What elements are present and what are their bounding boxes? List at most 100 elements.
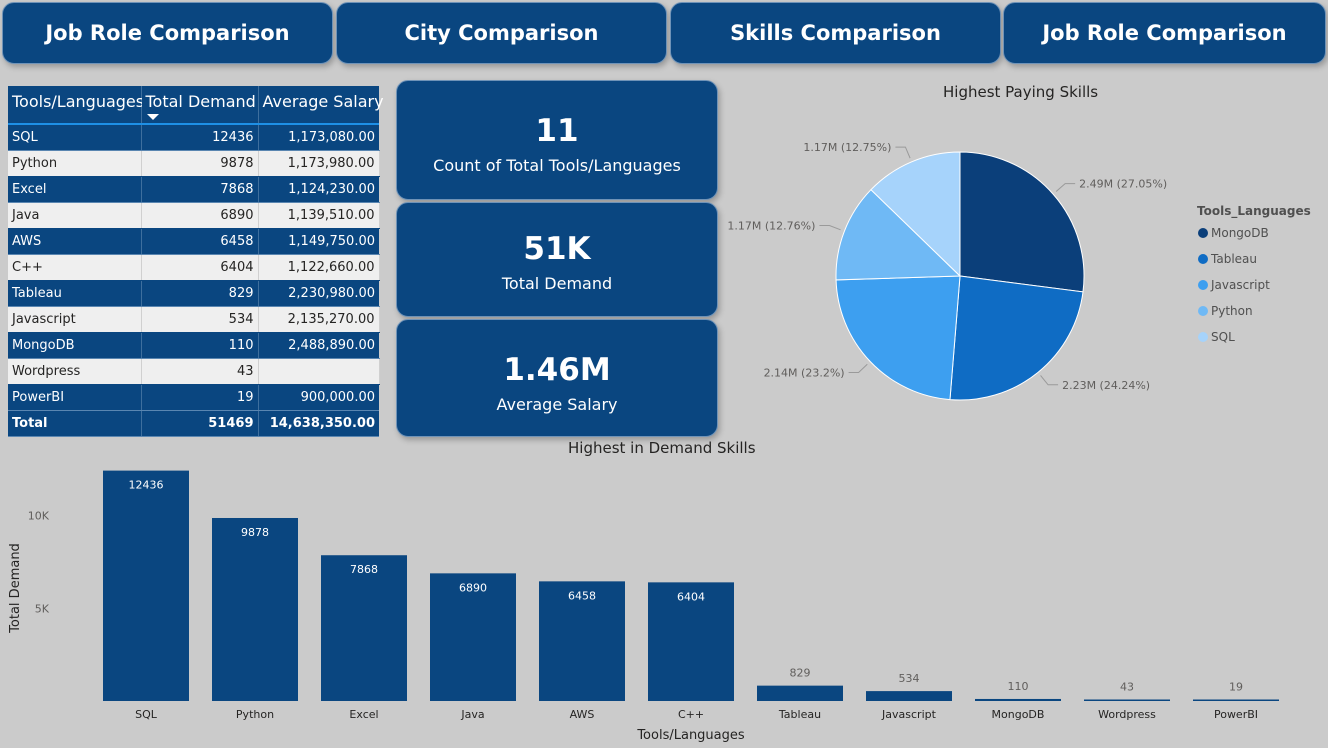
nav-job-role-comparison-button-2[interactable]: Job Role Comparison [1003,2,1326,64]
pie-slice-tableau[interactable] [949,275,1084,401]
cell-demand: 7868 [141,176,259,203]
cell-demand: 19 [141,384,259,411]
column-header-tools[interactable]: Tools/Languages [8,86,144,125]
cell-tool: PowerBI [8,384,142,411]
cell-salary: 1,173,980.00 [258,150,380,177]
kpi-count-label: Count of Total Tools/Languages [433,156,681,175]
cell-demand: 110 [141,332,259,359]
bar-data-label: 6404 [677,590,705,603]
table-row[interactable]: Java 6890 1,139,510.00 [8,202,380,229]
legend-dot-icon [1198,332,1208,342]
cell-total-salary: 14,638,350.00 [258,410,379,437]
bar-data-label: 12436 [129,479,164,492]
cell-salary: 2,230,980.00 [258,280,379,307]
legend-label: Javascript [1211,278,1270,292]
y-tick-label: 10K [28,510,50,523]
cell-demand: 6890 [141,202,259,229]
pie-slice-sql[interactable] [870,151,961,278]
cell-salary [258,358,380,385]
kpi-salary-value: 1.46M [503,352,611,388]
x-tick-label: Java [460,708,484,721]
nav-job-role-comparison-button[interactable]: Job Role Comparison [2,2,333,64]
pie-leader-line [895,146,911,159]
bar-data-label: 829 [790,667,811,680]
x-tick-label: Tableau [778,708,821,721]
table-row[interactable]: Javascript 534 2,135,270.00 [8,306,380,333]
bar-excel[interactable] [321,555,407,701]
x-tick-label: MongoDB [992,708,1045,721]
bar-data-label: 6890 [459,581,487,594]
bar-wordpress[interactable] [1084,699,1170,702]
kpi-count-value: 11 [535,113,579,149]
table-row[interactable]: SQL 12436 1,173,080.00 [8,124,379,151]
nav-city-comparison-button[interactable]: City Comparison [336,2,667,64]
pie-slice-python[interactable] [835,188,962,281]
cell-total-demand: 51469 [141,410,259,437]
x-tick-label: PowerBI [1214,708,1258,721]
cell-tool: MongoDB [8,332,142,359]
column-header-average-salary[interactable]: Average Salary [258,86,384,125]
bar-c-[interactable] [648,582,734,701]
x-tick-label: AWS [570,708,595,721]
cell-salary: 900,000.00 [258,384,379,411]
column-header-total-demand[interactable]: Total Demand [141,86,259,125]
bar-tableau[interactable] [757,685,843,701]
cell-demand: 6458 [141,228,259,255]
cell-demand: 6404 [141,254,259,281]
bar-chart-title: Highest in Demand Skills [568,439,756,457]
cell-demand: 534 [141,306,259,333]
table-row[interactable]: Wordpress 43 [8,358,380,385]
sort-descending-icon [146,114,159,120]
bar-powerbi[interactable] [1193,699,1279,702]
kpi-demand-label: Total Demand [501,274,613,293]
table-row[interactable]: Excel 7868 1,124,230.00 [8,176,379,203]
bar-data-label: 534 [899,672,920,685]
bar-mongodb[interactable] [975,698,1061,701]
cell-tool: AWS [8,228,142,255]
bar-aws[interactable] [539,581,625,701]
x-tick-label: SQL [135,708,158,721]
cell-demand: 12436 [141,124,259,151]
bar-javascript[interactable] [866,691,952,701]
cell-demand: 9878 [141,150,259,177]
cell-tool: Java [8,202,142,229]
cell-tool: Wordpress [8,358,142,385]
table-row[interactable]: PowerBI 19 900,000.00 [8,384,379,411]
bar-data-label: 19 [1229,681,1243,694]
bar-python[interactable] [212,517,298,701]
cell-salary: 1,124,230.00 [258,176,379,203]
bar-data-label: 9878 [241,526,269,539]
pie-leader-line [1040,375,1059,386]
kpi-demand-value: 51K [523,231,591,267]
pie-leader-line [848,363,868,374]
legend-item-mongodb[interactable]: MongoDB [1198,226,1269,240]
pie-data-label: 2.14M (23.2%) [764,367,845,380]
table-row[interactable]: Python 9878 1,173,980.00 [8,150,380,177]
legend-item-javascript[interactable]: Javascript [1198,278,1270,292]
table-row[interactable]: AWS 6458 1,149,750.00 [8,228,379,255]
legend-item-tableau[interactable]: Tableau [1198,252,1257,266]
cell-demand: 43 [141,358,259,385]
cell-tool: Excel [8,176,142,203]
bar-sql[interactable] [103,470,189,701]
x-tick-label: Wordpress [1098,708,1156,721]
pie-data-label: 1.17M (12.75%) [803,141,891,154]
y-tick-label: 5K [35,602,50,615]
bar-data-label: 110 [1008,680,1029,693]
column-header-total-demand-label: Total Demand [145,92,256,111]
cell-salary: 2,488,890.00 [258,332,379,359]
table-row[interactable]: C++ 6404 1,122,660.00 [8,254,380,281]
legend-item-python[interactable]: Python [1198,304,1253,318]
pie-data-label: 2.23M (24.24%) [1062,379,1150,392]
table-row[interactable]: MongoDB 110 2,488,890.00 [8,332,379,359]
cell-salary: 1,139,510.00 [258,202,380,229]
bar-java[interactable] [430,573,516,701]
nav-skills-comparison-button[interactable]: Skills Comparison [670,2,1001,64]
x-tick-label: Python [236,708,274,721]
table-total-row: Total 51469 14,638,350.00 [8,410,379,437]
pie-slice-mongodb[interactable] [959,151,1085,293]
table-body: SQL 12436 1,173,080.00 Python 9878 1,173,980.… [8,124,380,437]
legend-item-sql[interactable]: SQL [1198,330,1235,344]
pie-slice-javascript[interactable] [835,275,961,401]
table-row[interactable]: Tableau 829 2,230,980.00 [8,280,379,307]
